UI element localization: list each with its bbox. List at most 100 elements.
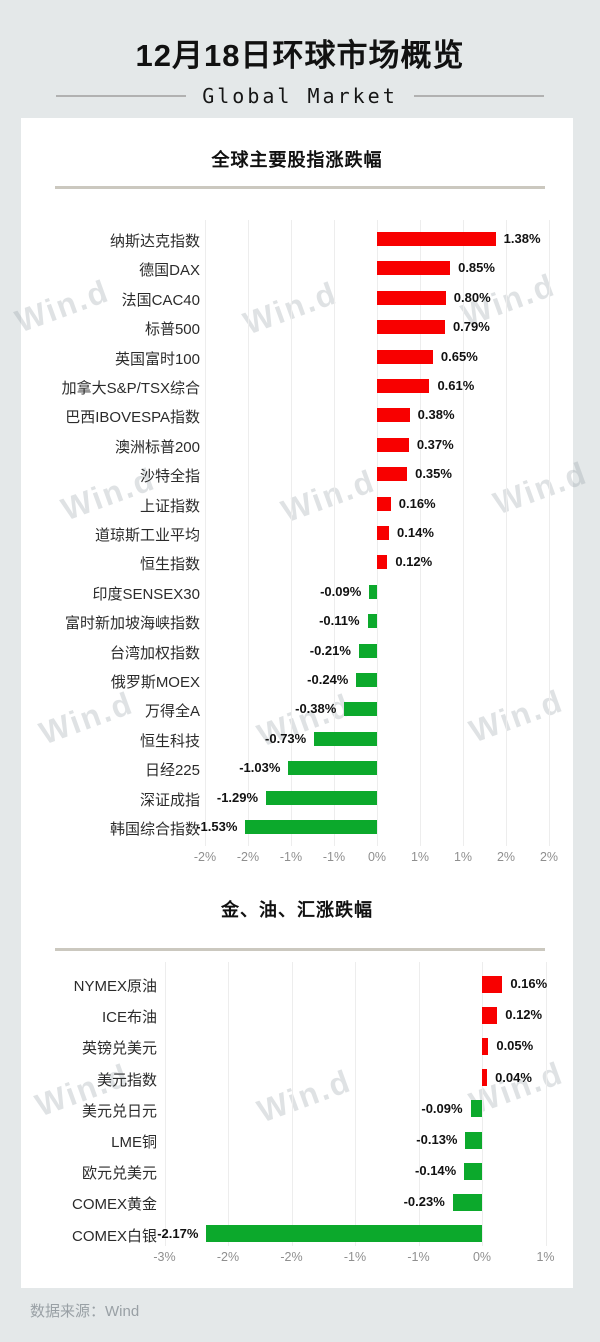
bar-rect	[470, 1100, 482, 1118]
bar-category-label: 上证指数	[139, 497, 200, 515]
bar-value-label: -1.03%	[239, 760, 281, 776]
bar-rect	[377, 437, 409, 452]
bar-rect	[377, 261, 451, 276]
gridline	[506, 220, 507, 846]
bar-rect	[482, 1069, 488, 1087]
bar-rect	[377, 290, 446, 305]
bar-category-label: 日经225	[144, 762, 200, 780]
bar-value-label: 0.61%	[437, 378, 475, 393]
chart2-title: 金、油、汇涨跌幅	[221, 900, 373, 920]
bar-category-label: 英镑兑美元	[81, 1040, 157, 1058]
bar-value-label: -1.53%	[196, 819, 238, 834]
bar-category-label: COMEX黄金	[71, 1196, 157, 1214]
bar-category-label: LME铜	[111, 1134, 157, 1151]
bar-rect	[465, 1131, 482, 1149]
axis-tick-label: -1%	[343, 1250, 367, 1264]
bar-value-label: -0.21%	[309, 642, 351, 658]
bar-category-label: 标普500	[144, 321, 200, 339]
gridline	[291, 220, 292, 846]
data-source-note: 数据来源：Wind	[30, 1303, 140, 1320]
bar-rect	[482, 1006, 498, 1024]
bar-category-label: 纳斯达克指数	[109, 233, 200, 250]
bar-category-label: 恒生指数	[139, 556, 200, 574]
subtitle-left-rule	[56, 95, 187, 97]
axis-tick-label: -2%	[216, 1250, 240, 1264]
bar-rect	[344, 702, 377, 717]
bar-rect	[377, 555, 388, 570]
axis-tick-label: -2%	[280, 1250, 303, 1264]
bar-value-label: -1.29%	[216, 789, 259, 805]
bar-category-label: 美元兑日元	[81, 1102, 157, 1120]
bar-value-label: -0.38%	[295, 701, 337, 717]
bar-rect	[377, 408, 410, 423]
bar-value-label: 0.37%	[416, 436, 454, 452]
axis-tick-label: 1%	[453, 850, 473, 864]
bar-value-label: 1.38%	[503, 231, 541, 246]
bar-category-label: 美元指数	[96, 1071, 157, 1089]
page-subtitle-row: Global Market	[0, 84, 600, 108]
gridline	[248, 220, 249, 846]
axis-tick-label: -1%	[322, 850, 346, 864]
charts-card: 全球主要股指涨跌幅 纳斯达克指数 1.38% 德国DAX 0.85% 法国CAC40 0.…	[21, 118, 573, 1288]
bar-value-label: 0.38%	[417, 407, 455, 423]
bar-value-label: 0.35%	[415, 466, 452, 482]
bar-category-label: 德国DAX	[139, 262, 200, 280]
bar-value-label: -0.09%	[320, 583, 362, 599]
bar-category-label: ICE布油	[101, 1009, 157, 1027]
axis-tick-label: 2%	[496, 850, 516, 864]
axis-tick-label: -3%	[153, 1250, 176, 1264]
axis-tick-label: 0%	[367, 850, 387, 864]
gridline	[291, 962, 293, 1246]
bar-rect	[377, 496, 391, 511]
bar-rect	[482, 1037, 489, 1055]
bar-value-label: -0.24%	[307, 672, 349, 687]
bar-rect	[206, 1225, 482, 1243]
bar-category-label: 英国富时100	[114, 350, 200, 368]
bar-value-label: 0.16%	[510, 976, 548, 991]
bar-rect	[377, 467, 408, 482]
axis-tick-label: -2%	[236, 850, 260, 864]
page-subtitle: Global Market	[202, 84, 398, 108]
bar-category-label: NYMEX原油	[73, 978, 157, 995]
bar-rect	[377, 526, 390, 540]
bar-category-label: 澳洲标普200	[114, 438, 200, 456]
bar-rect	[314, 731, 377, 746]
bar-rect	[377, 349, 433, 364]
gridline	[334, 220, 335, 846]
bar-category-label: 富时新加坡海峡指数	[64, 615, 200, 633]
bar-value-label: 0.79%	[452, 319, 490, 335]
gridline	[228, 962, 229, 1246]
bar-value-label: -0.13%	[416, 1132, 458, 1147]
gridline	[549, 220, 550, 846]
gridline	[420, 220, 421, 846]
gridline	[418, 962, 420, 1246]
axis-tick-label: -2%	[193, 850, 217, 864]
bar-value-label: 0.12%	[505, 1007, 543, 1023]
bar-value-label: 0.16%	[398, 495, 436, 511]
axis-tick-label: 1%	[536, 1250, 555, 1264]
axis-tick-label: -1%	[407, 1250, 430, 1264]
bar-value-label: 0.12%	[395, 554, 433, 570]
gridline	[545, 962, 547, 1246]
bar-rect	[367, 614, 377, 629]
bar-category-label: 台湾加权指数	[109, 644, 200, 662]
gridline	[482, 962, 483, 1246]
bar-rect	[482, 975, 503, 993]
bar-category-label: 俄罗斯MOEX	[110, 674, 200, 691]
bar-category-label: 法国CAC40	[121, 291, 200, 309]
bar-value-label: 0.05%	[496, 1038, 534, 1054]
bar-category-label: COMEX白银	[71, 1227, 157, 1245]
axis-tick-label: 2%	[539, 850, 559, 864]
bar-value-label: -0.14%	[415, 1163, 457, 1179]
bar-value-label: -0.73%	[265, 730, 307, 746]
bar-category-label: 恒生科技	[139, 732, 200, 750]
bar-rect	[452, 1193, 482, 1211]
bar-value-label: 0.65%	[440, 348, 478, 364]
bar-category-label: 沙特全指	[139, 468, 200, 486]
gridline	[205, 220, 206, 846]
page-title: 12月18日环球市场概览	[135, 38, 465, 73]
bar-rect	[356, 673, 377, 687]
axis-tick-label: 1%	[410, 850, 430, 864]
gridline	[463, 220, 464, 846]
